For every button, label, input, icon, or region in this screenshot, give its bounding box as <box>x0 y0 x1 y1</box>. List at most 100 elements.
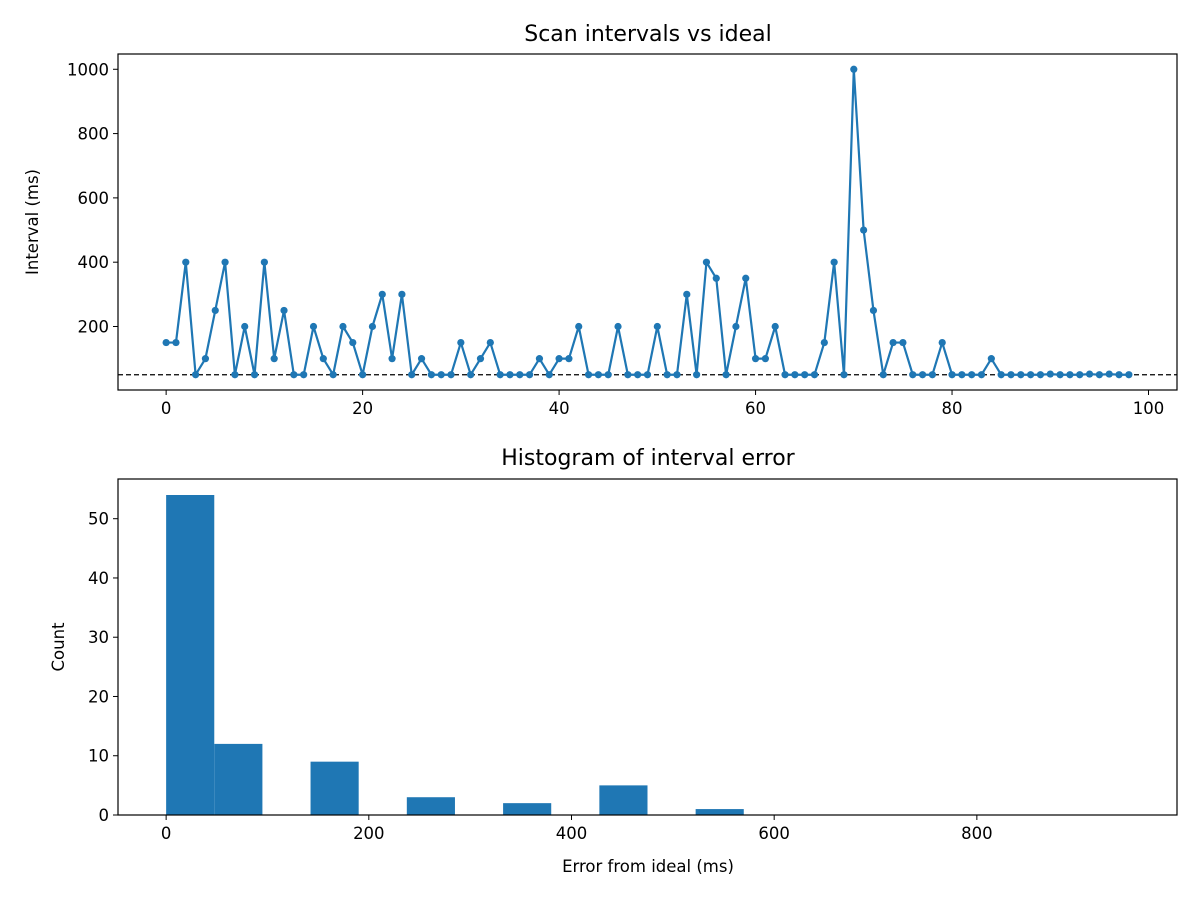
scan-interval-point-34 <box>496 371 504 379</box>
scan-interval-point-9 <box>250 371 259 379</box>
scan-interval-point-68 <box>830 258 838 266</box>
scan-interval-point-16 <box>319 355 327 363</box>
scan-interval-y-tick-label-3: 800 <box>78 125 110 144</box>
scan-interval-point-27 <box>427 371 435 379</box>
error-histogram-x-tick-label-0: 0 <box>161 824 172 843</box>
scan-interval-point-93 <box>1076 371 1084 379</box>
scan-interval-point-40 <box>555 355 563 363</box>
scan-interval-point-36 <box>516 371 524 379</box>
scan-interval-point-95 <box>1095 371 1103 379</box>
scan-interval-point-73 <box>879 371 887 379</box>
scan-interval-point-59 <box>742 274 750 282</box>
scan-interval-point-58 <box>732 322 740 331</box>
scan-interval-point-76 <box>909 371 917 379</box>
histogram-bar-5 <box>406 797 455 815</box>
scan-interval-point-38 <box>535 355 544 363</box>
scan-interval-x-tick-label-1: 20 <box>352 399 373 418</box>
scan-interval-point-49 <box>643 371 652 379</box>
scan-interval-point-8 <box>241 322 249 331</box>
scan-interval-point-90 <box>1046 370 1054 378</box>
scan-interval-point-81 <box>958 371 966 379</box>
scan-interval-point-89 <box>1036 371 1045 379</box>
error-histogram-y-tick-label-2: 20 <box>88 687 109 706</box>
scan-interval-point-24 <box>398 290 406 298</box>
scan-interval-x-tick-label-4: 80 <box>942 399 963 418</box>
scan-interval-point-85 <box>997 371 1005 379</box>
scan-interval-point-55 <box>702 258 711 266</box>
error-histogram-title: Histogram of interval error <box>501 446 795 471</box>
scan-interval-point-5 <box>211 306 219 315</box>
scan-interval-point-15 <box>309 322 318 331</box>
histogram-bar-0 <box>166 495 215 815</box>
scan-interval-point-91 <box>1056 371 1064 379</box>
scan-interval-point-35 <box>506 371 514 379</box>
scan-interval-point-23 <box>388 355 396 363</box>
scan-interval-point-74 <box>889 338 897 347</box>
error-histogram-y-tick-label-1: 10 <box>88 747 109 766</box>
scan-interval-point-82 <box>968 371 976 379</box>
scan-interval-point-72 <box>869 306 878 315</box>
scan-interval-point-96 <box>1105 370 1113 378</box>
scan-interval-point-63 <box>781 371 789 379</box>
scan-interval-point-7 <box>231 371 239 379</box>
scan-interval-y-tick-label-1: 400 <box>78 253 110 272</box>
scan-interval-point-53 <box>683 290 691 298</box>
error-histogram-chart: Histogram of interval error Count Error … <box>49 446 1178 876</box>
scan-interval-point-67 <box>820 338 828 347</box>
scan-interval-point-29 <box>447 371 455 379</box>
scan-interval-point-94 <box>1085 370 1094 378</box>
error-histogram-y-tick-label-5: 50 <box>88 510 109 529</box>
scan-interval-point-18 <box>339 322 347 331</box>
error-histogram-frame <box>117 478 1178 816</box>
scan-interval-point-11 <box>270 355 278 363</box>
scan-interval-point-42 <box>575 322 583 331</box>
scan-interval-point-43 <box>584 371 593 379</box>
scan-interval-x-tick-label-5: 100 <box>1133 399 1165 418</box>
histogram-bar-7 <box>503 803 552 815</box>
histogram-bar-1 <box>214 743 263 815</box>
scan-interval-point-22 <box>378 290 386 298</box>
scan-interval-point-69 <box>840 371 848 379</box>
scan-interval-point-14 <box>300 371 308 379</box>
scan-interval-point-65 <box>801 371 809 379</box>
scan-interval-point-83 <box>977 371 986 379</box>
error-histogram-x-tick-label-3: 600 <box>758 824 790 843</box>
error-histogram-y-tick-label-3: 30 <box>88 628 109 647</box>
scan-interval-point-12 <box>280 306 288 315</box>
scan-interval-point-26 <box>417 355 426 363</box>
scan-interval-point-37 <box>526 371 534 379</box>
scan-interval-point-10 <box>260 258 268 266</box>
scan-interval-point-20 <box>359 371 367 379</box>
scan-interval-point-79 <box>938 338 946 347</box>
scan-interval-point-50 <box>653 322 661 331</box>
histogram-bar-11 <box>695 809 744 815</box>
error-histogram-x-tick-label-1: 200 <box>353 824 385 843</box>
error-histogram-y-label: Count <box>49 622 68 672</box>
scan-interval-point-52 <box>673 371 681 379</box>
scan-interval-plot-area: 0 20 40 60 80 100 200 400 600 800 1000 <box>67 53 1178 418</box>
scan-interval-point-88 <box>1027 371 1035 379</box>
error-histogram-x-label: Error from ideal (ms) <box>562 857 734 876</box>
scan-interval-point-48 <box>634 371 642 379</box>
scan-interval-point-28 <box>437 371 445 379</box>
error-histogram-x-tick-label-2: 400 <box>556 824 588 843</box>
scan-interval-point-64 <box>791 371 799 379</box>
error-histogram-y-tick-label-4: 40 <box>88 569 109 588</box>
scan-interval-point-31 <box>467 371 475 379</box>
scan-interval-point-17 <box>329 371 337 379</box>
histogram-bar-9 <box>599 785 648 815</box>
scan-interval-title: Scan intervals vs ideal <box>524 22 772 47</box>
scan-interval-point-57 <box>722 371 730 379</box>
scan-interval-point-60 <box>751 355 760 363</box>
scan-interval-point-44 <box>594 371 602 379</box>
scan-interval-point-54 <box>693 371 701 379</box>
error-histogram-plot-area: 0 200 400 600 800 0 10 20 30 40 50 <box>88 478 1178 843</box>
scan-interval-point-13 <box>290 371 298 379</box>
scan-interval-point-70 <box>850 65 858 73</box>
scan-interval-y-tick-label-0: 200 <box>78 317 110 336</box>
scan-interval-point-4 <box>201 355 210 363</box>
scan-interval-point-19 <box>349 338 357 347</box>
scan-interval-point-45 <box>604 371 612 379</box>
scan-interval-point-41 <box>565 355 573 363</box>
